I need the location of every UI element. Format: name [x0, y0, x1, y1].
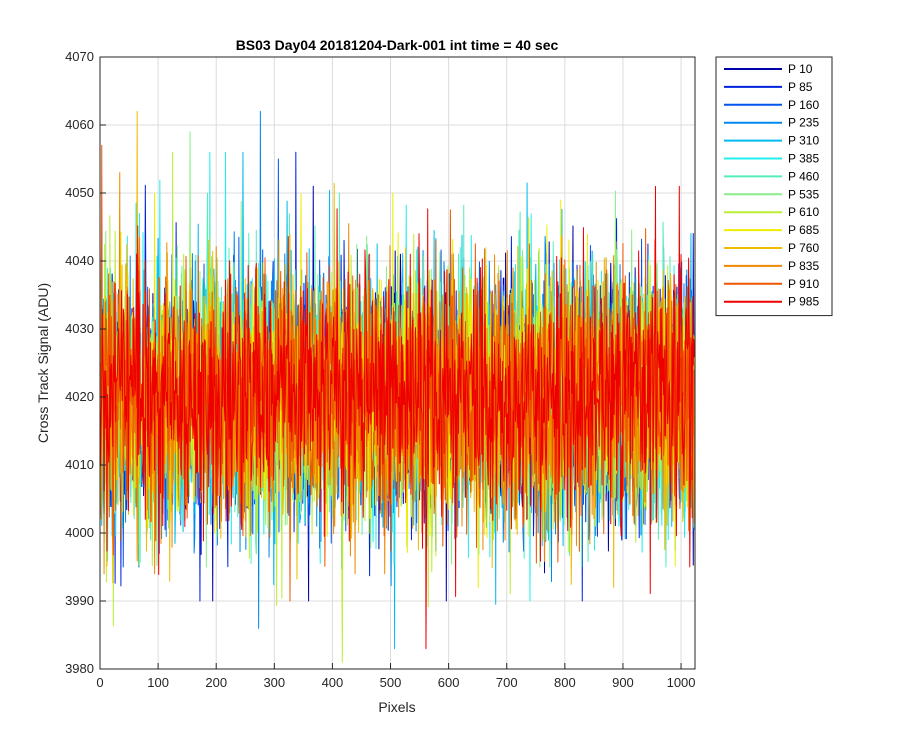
legend-label: P 235 — [788, 116, 819, 130]
y-tick-label: 4030 — [65, 321, 94, 336]
legend-label: P 985 — [788, 295, 819, 309]
x-tick-label: 300 — [263, 675, 285, 690]
y-tick-label: 4020 — [65, 389, 94, 404]
legend-label: P 760 — [788, 241, 819, 255]
legend-label: P 685 — [788, 223, 819, 237]
plot-frame — [99, 56, 696, 670]
x-tick-label: 100 — [147, 675, 169, 690]
legend-label: P 85 — [788, 80, 813, 94]
x-tick-label: 900 — [612, 675, 634, 690]
legend-label: P 460 — [788, 169, 819, 183]
legend-label: P 535 — [788, 187, 819, 201]
y-tick-label: 4070 — [65, 49, 94, 64]
x-tick-label: 0 — [96, 675, 103, 690]
x-axis-label: Pixels — [378, 699, 415, 715]
x-tick-label: 700 — [496, 675, 518, 690]
x-tick-label: 500 — [380, 675, 402, 690]
y-tick-label: 4010 — [65, 457, 94, 472]
y-axis-label: Cross Track Signal (ADU) — [35, 283, 51, 443]
y-tick-label: 4060 — [65, 117, 94, 132]
axis-layer: 0 100 200 300 400 500 600 700 800 900 1000 3980 3990… — [65, 49, 695, 690]
legend-label: P 385 — [788, 152, 819, 166]
x-tick-label: 800 — [554, 675, 576, 690]
legend-label: P 10 — [788, 62, 813, 76]
y-tick-label: 4050 — [65, 185, 94, 200]
legend-label: P 310 — [788, 134, 819, 148]
legend-label: P 160 — [788, 98, 819, 112]
series-layer — [100, 110, 695, 663]
legend-label: P 835 — [788, 259, 819, 273]
legend-label: P 910 — [788, 277, 819, 291]
legend: P 10 P 85 P 160 P 235 P 310 P 385 P 460 P 535 P … — [715, 56, 833, 317]
y-tick-label: 4040 — [65, 253, 94, 268]
y-tick-label: 3990 — [65, 593, 94, 608]
x-tick-label: 200 — [205, 675, 227, 690]
x-tick-label: 400 — [322, 675, 344, 690]
x-tick-label: 1000 — [667, 675, 696, 690]
legend-box — [715, 56, 833, 317]
x-tick-label: 600 — [438, 675, 460, 690]
y-tick-label: 4000 — [65, 525, 94, 540]
legend-label: P 610 — [788, 205, 819, 219]
series-line — [100, 185, 695, 650]
y-tick-label: 3980 — [65, 661, 94, 676]
chart-title: BS03 Day04 20181204-Dark-001 int time = … — [236, 37, 559, 53]
